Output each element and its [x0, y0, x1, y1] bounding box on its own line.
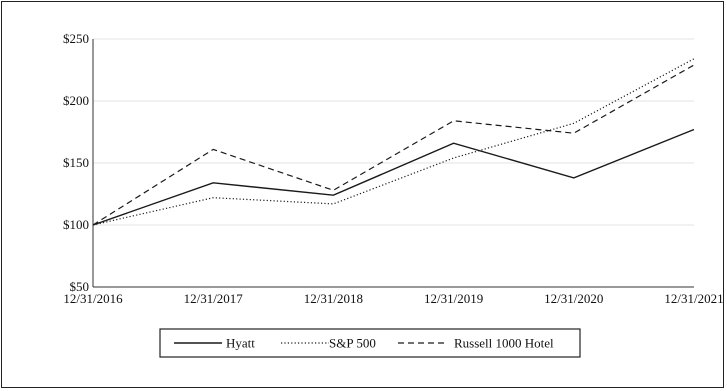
y-tick-label: $50: [70, 279, 90, 294]
series-line-s-p-500: [92, 58, 695, 226]
x-tick-label: 12/31/2018: [304, 291, 363, 306]
x-tick-label: 12/31/2019: [424, 291, 483, 306]
grid-lines: [93, 38, 694, 226]
x-tick-label: 12/31/2020: [544, 291, 603, 306]
y-tick-label: $100: [63, 217, 89, 232]
x-tick-label: 12/31/2021: [664, 291, 723, 306]
x-tick-labels: 12/31/2016 12/31/2017 12/31/2018 12/31/2019…: [63, 291, 723, 306]
y-tick-label: $150: [63, 155, 89, 170]
series-line-russell-1000-hotel: [92, 64, 695, 226]
x-tick-label: 12/31/2017: [184, 291, 244, 306]
x-tick-label: 12/31/2016: [63, 291, 123, 306]
series-lines: [92, 58, 695, 226]
legend: Hyatt S&P 500 Russell 1000 Hotel: [159, 328, 581, 358]
y-tick-label: $250: [63, 31, 89, 46]
y-tick-label: $200: [63, 93, 89, 108]
axes: [92, 39, 694, 288]
legend-label: Hyatt: [226, 336, 255, 351]
y-tick-labels: $50 $100 $150 $200 $250: [63, 31, 89, 294]
series-line-hyatt: [92, 128, 695, 226]
legend-label: Russell 1000 Hotel: [454, 336, 554, 351]
legend-box: [159, 328, 581, 358]
legend-label: S&P 500: [329, 336, 376, 351]
